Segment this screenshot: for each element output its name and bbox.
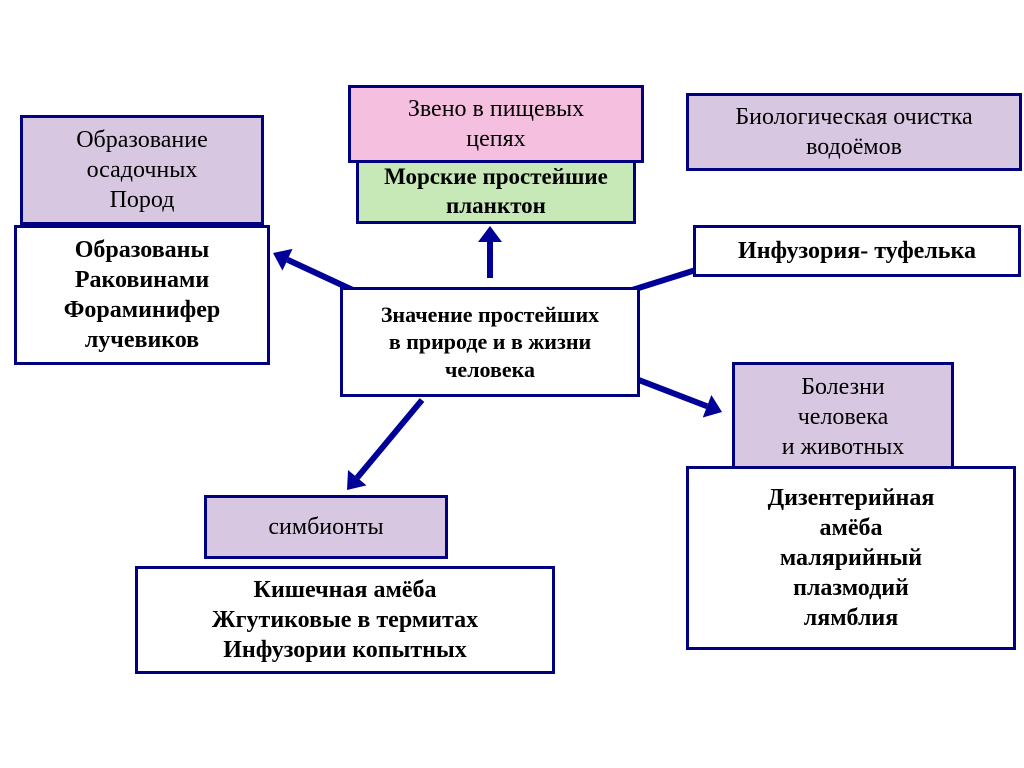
node-center-label: Значение простейших в природе и в жизни … xyxy=(381,301,599,384)
arrow-a_center_symbiont xyxy=(329,382,440,508)
node-bio-detail-label: Инфузория- туфелька xyxy=(738,236,976,266)
node-bio-detail: Инфузория- туфелька xyxy=(693,225,1021,277)
node-disease-title-label: Болезни человека и животных xyxy=(782,372,905,462)
node-disease-detail-label: Дизентерийная амёба малярийный плазмодий… xyxy=(768,483,935,633)
node-symbiont-title-label: симбионты xyxy=(268,512,383,542)
node-rock-detail-label: Образованы Раковинами Фораминифер лучеви… xyxy=(64,235,220,355)
node-symbiont-detail: Кишечная амёба Жгутиковые в термитах Инф… xyxy=(135,566,555,674)
node-symbiont-title: симбионты xyxy=(204,495,448,559)
node-symbiont-detail-label: Кишечная амёба Жгутиковые в термитах Инф… xyxy=(212,575,478,665)
node-disease-detail: Дизентерийная амёба малярийный плазмодий… xyxy=(686,466,1016,650)
node-food-detail-label: Морские простейшие планктон xyxy=(384,163,608,221)
node-bio-title: Биологическая очистка водоёмов xyxy=(686,93,1022,171)
node-disease-title: Болезни человека и животных xyxy=(732,362,954,472)
node-rock-title: Образование осадочных Пород xyxy=(20,115,264,225)
node-rock-detail: Образованы Раковинами Фораминифер лучеви… xyxy=(14,225,270,365)
node-rock-title-label: Образование осадочных Пород xyxy=(76,125,208,215)
node-food-title: Звено в пищевых цепях xyxy=(348,85,644,163)
node-food-title-label: Звено в пищевых цепях xyxy=(408,94,584,154)
node-center: Значение простейших в природе и в жизни … xyxy=(340,287,640,397)
node-food-detail: Морские простейшие планктон xyxy=(356,160,636,224)
node-bio-title-label: Биологическая очистка водоёмов xyxy=(735,102,972,162)
